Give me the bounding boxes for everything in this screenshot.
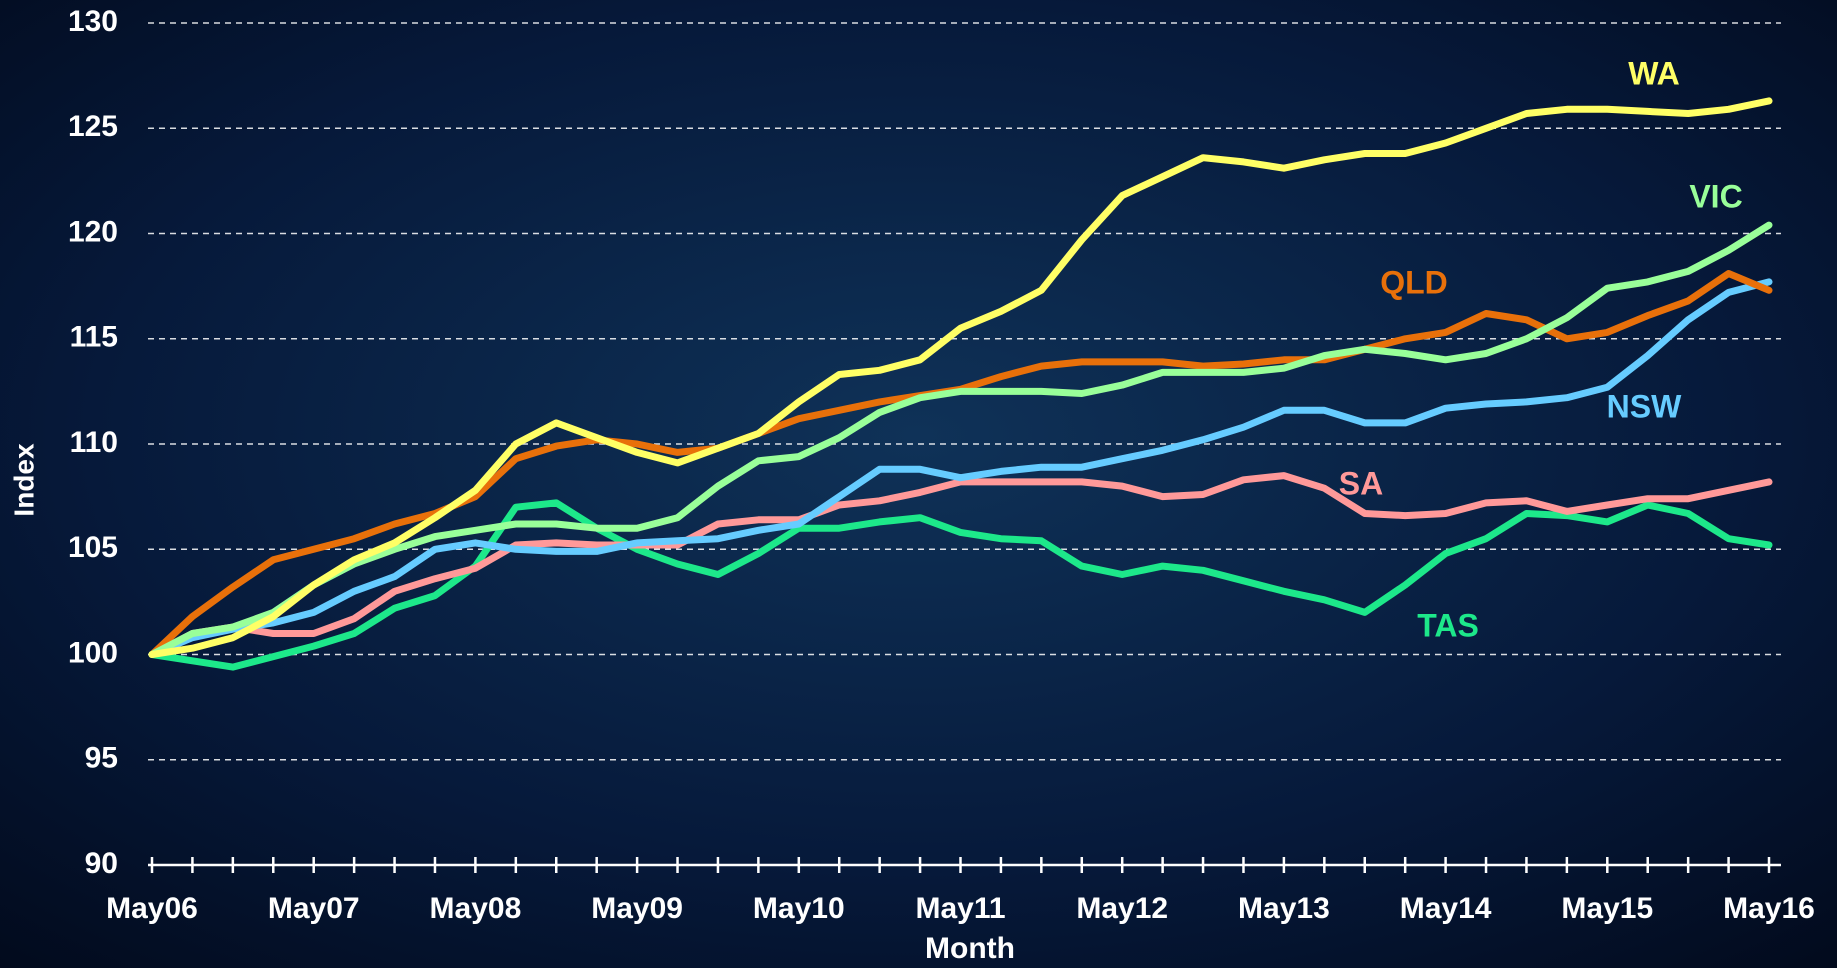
series-line: [148, 499, 1773, 671]
y-tick-label: 130: [68, 5, 118, 38]
series-line: [148, 97, 1773, 658]
series-label: QLD: [1380, 264, 1448, 300]
x-tick-label: May07: [268, 892, 360, 925]
y-tick-label: 100: [68, 636, 118, 669]
x-tick-label: May09: [591, 892, 683, 925]
x-tick-label: May16: [1723, 892, 1815, 925]
lines: [148, 97, 1773, 671]
axes: 90 95 100 105 110 115 120 125 130 May06 May07 May08…: [68, 5, 1815, 925]
series-label: SA: [1339, 465, 1383, 501]
series-line: [148, 278, 1773, 658]
x-tick-label: May11: [915, 892, 1005, 925]
x-tick-label: May06: [106, 892, 198, 925]
x-tick-label: May15: [1561, 892, 1653, 925]
x-tick-label: May14: [1400, 892, 1492, 925]
y-tick-label: 110: [70, 426, 118, 459]
y-tick-label: 120: [68, 215, 118, 248]
y-axis-title: Index: [8, 443, 39, 517]
x-tick-label: May12: [1076, 892, 1168, 925]
series-label: VIC: [1689, 178, 1742, 214]
series-line: [148, 472, 1773, 658]
y-tick-label: 90: [85, 847, 118, 880]
series-label: NSW: [1607, 388, 1682, 424]
x-tick-label: May13: [1238, 892, 1330, 925]
y-tick-label: 115: [70, 321, 118, 354]
series-label: TAS: [1417, 607, 1479, 643]
y-tick-label: 125: [68, 110, 118, 143]
y-tick-label: 95: [85, 742, 118, 775]
series-label: WA: [1628, 55, 1680, 91]
series-line: [148, 221, 1773, 658]
y-tick-label: 105: [68, 531, 118, 564]
series-labels: TAS SA NSW QLD VIC WA: [1339, 55, 1743, 643]
grid: [148, 22, 1781, 761]
x-tick-label: May10: [753, 892, 845, 925]
x-axis-title: Month: [925, 932, 1015, 965]
x-tick-label: May08: [430, 892, 522, 925]
